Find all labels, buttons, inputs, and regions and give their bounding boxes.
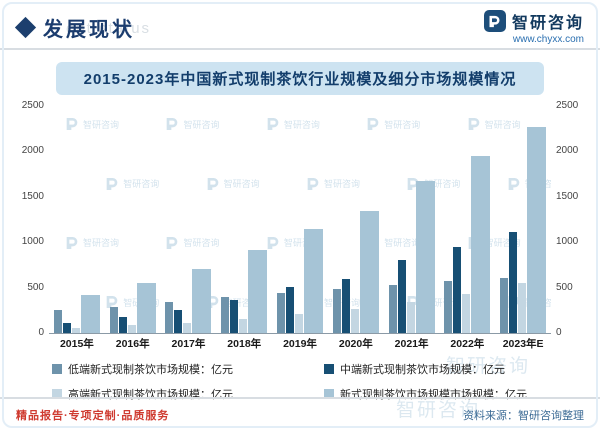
bar bbox=[230, 300, 239, 333]
bar-group: 2023年E bbox=[495, 105, 551, 353]
watermark-logo: 智研咨询 bbox=[265, 116, 320, 132]
x-tick-label: 2017年 bbox=[171, 337, 206, 350]
bar bbox=[304, 228, 324, 333]
legend-swatch bbox=[52, 389, 62, 399]
legend-swatch bbox=[324, 389, 334, 399]
bar bbox=[192, 268, 212, 333]
bar bbox=[80, 294, 100, 333]
bar bbox=[350, 308, 359, 333]
bar bbox=[471, 156, 491, 333]
x-tick-label: 2016年 bbox=[115, 337, 150, 350]
x-tick-label: 2022年 bbox=[450, 337, 485, 350]
watermark-logo: 智研咨询 bbox=[164, 116, 219, 132]
legend-label: 低端新式现制茶饮市场规模：亿元 bbox=[68, 364, 233, 376]
legend-label: 中端新式现制茶饮市场规模：亿元 bbox=[340, 364, 505, 376]
bar bbox=[118, 317, 127, 333]
bar bbox=[500, 278, 509, 333]
bar bbox=[53, 310, 62, 333]
bar bbox=[332, 289, 341, 333]
footer-services: 精品报告·专项定制·品质服务 bbox=[16, 409, 170, 422]
watermark-text: 智研咨询 bbox=[395, 400, 480, 421]
x-tick-label: 2020年 bbox=[338, 337, 373, 350]
legend-swatch bbox=[52, 364, 62, 374]
header-ghost-text: ent status bbox=[66, 20, 152, 37]
bar bbox=[239, 318, 248, 333]
bar bbox=[165, 302, 174, 333]
watermark-logo: 智研咨询 bbox=[104, 176, 159, 192]
plot-columns: 2015年 2016年 2017年 2018年 2019年 2020年 2021年 2022年… bbox=[49, 105, 551, 353]
bar bbox=[71, 327, 80, 333]
watermark-logo: 智研咨询 bbox=[365, 116, 420, 132]
bar bbox=[295, 314, 304, 333]
bar-group: 2020年 bbox=[328, 105, 384, 353]
footer-source: 资料来源：智研咨询整理 bbox=[463, 409, 584, 422]
brand-name: 智研咨询 bbox=[511, 15, 584, 32]
bar-group: 2016年 bbox=[105, 105, 161, 353]
bar-group: 2021年 bbox=[384, 105, 440, 353]
legend-item: 低端新式现制茶饮市场规模：亿元 bbox=[52, 361, 304, 377]
axis-left: 2500 2000 1500 1000 500 0 bbox=[21, 99, 44, 339]
bar-group: 2015年 bbox=[49, 105, 105, 353]
chart: 2500 2000 1500 1000 500 0 智研咨询 智研咨询 智研咨询 智研咨询 智研咨… bbox=[10, 99, 590, 353]
page-title: 发展现状 bbox=[43, 18, 135, 41]
x-axis-line bbox=[49, 333, 551, 334]
x-tick-label: 2018年 bbox=[227, 337, 262, 350]
bar bbox=[518, 282, 527, 333]
watermark-logo: 智研咨询 bbox=[164, 235, 219, 251]
bar bbox=[415, 180, 435, 333]
bar bbox=[221, 297, 230, 333]
bar bbox=[527, 126, 547, 333]
bar bbox=[109, 306, 118, 333]
bar-group: 2022年 bbox=[439, 105, 495, 353]
bar bbox=[127, 325, 136, 333]
bar bbox=[174, 310, 183, 333]
plot-area: 智研咨询 智研咨询 智研咨询 智研咨询 智研咨询 智研咨询 智研咨询 智研咨询 智研咨询 智研咨询… bbox=[49, 105, 551, 353]
x-tick-label: 2023年E bbox=[502, 337, 544, 350]
axis-right: 2500 2000 1500 1000 500 0 bbox=[556, 99, 579, 339]
legend-swatch bbox=[324, 364, 334, 374]
website-link[interactable]: www.chyxx.com bbox=[512, 34, 584, 45]
bar bbox=[453, 247, 462, 333]
bar bbox=[136, 283, 156, 333]
bar bbox=[406, 302, 415, 333]
bar bbox=[509, 231, 518, 333]
watermark-logo: 智研咨询 bbox=[305, 176, 360, 192]
bar bbox=[359, 210, 379, 333]
bar bbox=[286, 287, 295, 333]
bar bbox=[397, 260, 406, 333]
watermark-logo: 智研咨询 bbox=[265, 235, 320, 251]
footer: 精品报告·专项定制·品质服务 资料来源：智研咨询整理 bbox=[0, 397, 600, 430]
watermark-text: 智研咨询 bbox=[445, 356, 530, 377]
x-tick-label: 2015年 bbox=[59, 337, 94, 350]
watermark-logo: 智研咨询 bbox=[64, 116, 119, 132]
brand: 智研咨询 bbox=[483, 9, 584, 33]
header: ent status 发展现状 智研咨询 www.chyxx.com bbox=[0, 0, 600, 50]
bar-group: 2018年 bbox=[216, 105, 272, 353]
brand-logo-icon bbox=[483, 10, 506, 32]
watermark-logo: 智研咨询 bbox=[205, 176, 260, 192]
bar bbox=[388, 284, 397, 333]
bar-group: 2019年 bbox=[272, 105, 328, 353]
bar bbox=[248, 250, 268, 333]
bar bbox=[444, 281, 453, 333]
bar bbox=[462, 293, 471, 333]
bar bbox=[341, 278, 350, 333]
bar bbox=[277, 292, 286, 333]
x-tick-label: 2019年 bbox=[283, 337, 317, 350]
bar bbox=[183, 322, 192, 333]
watermark-logo: 智研咨询 bbox=[405, 176, 460, 192]
watermark-logo: 智研咨询 bbox=[466, 116, 521, 132]
watermark-logo: 智研咨询 bbox=[64, 235, 119, 251]
diamond-icon bbox=[14, 16, 37, 38]
legend: 低端新式现制茶饮市场规模：亿元 中端新式现制茶饮市场规模：亿元 高端新式现制茶饮市场… bbox=[52, 361, 600, 402]
bar-group: 2017年 bbox=[161, 105, 217, 353]
legend-item: 中端新式现制茶饮市场规模：亿元 bbox=[324, 361, 600, 377]
x-tick-label: 2021年 bbox=[394, 337, 429, 350]
bar bbox=[62, 322, 71, 333]
chart-title: 2015-2023年中国新式现制茶饮行业规模及细分市场规模情况 bbox=[55, 62, 545, 95]
